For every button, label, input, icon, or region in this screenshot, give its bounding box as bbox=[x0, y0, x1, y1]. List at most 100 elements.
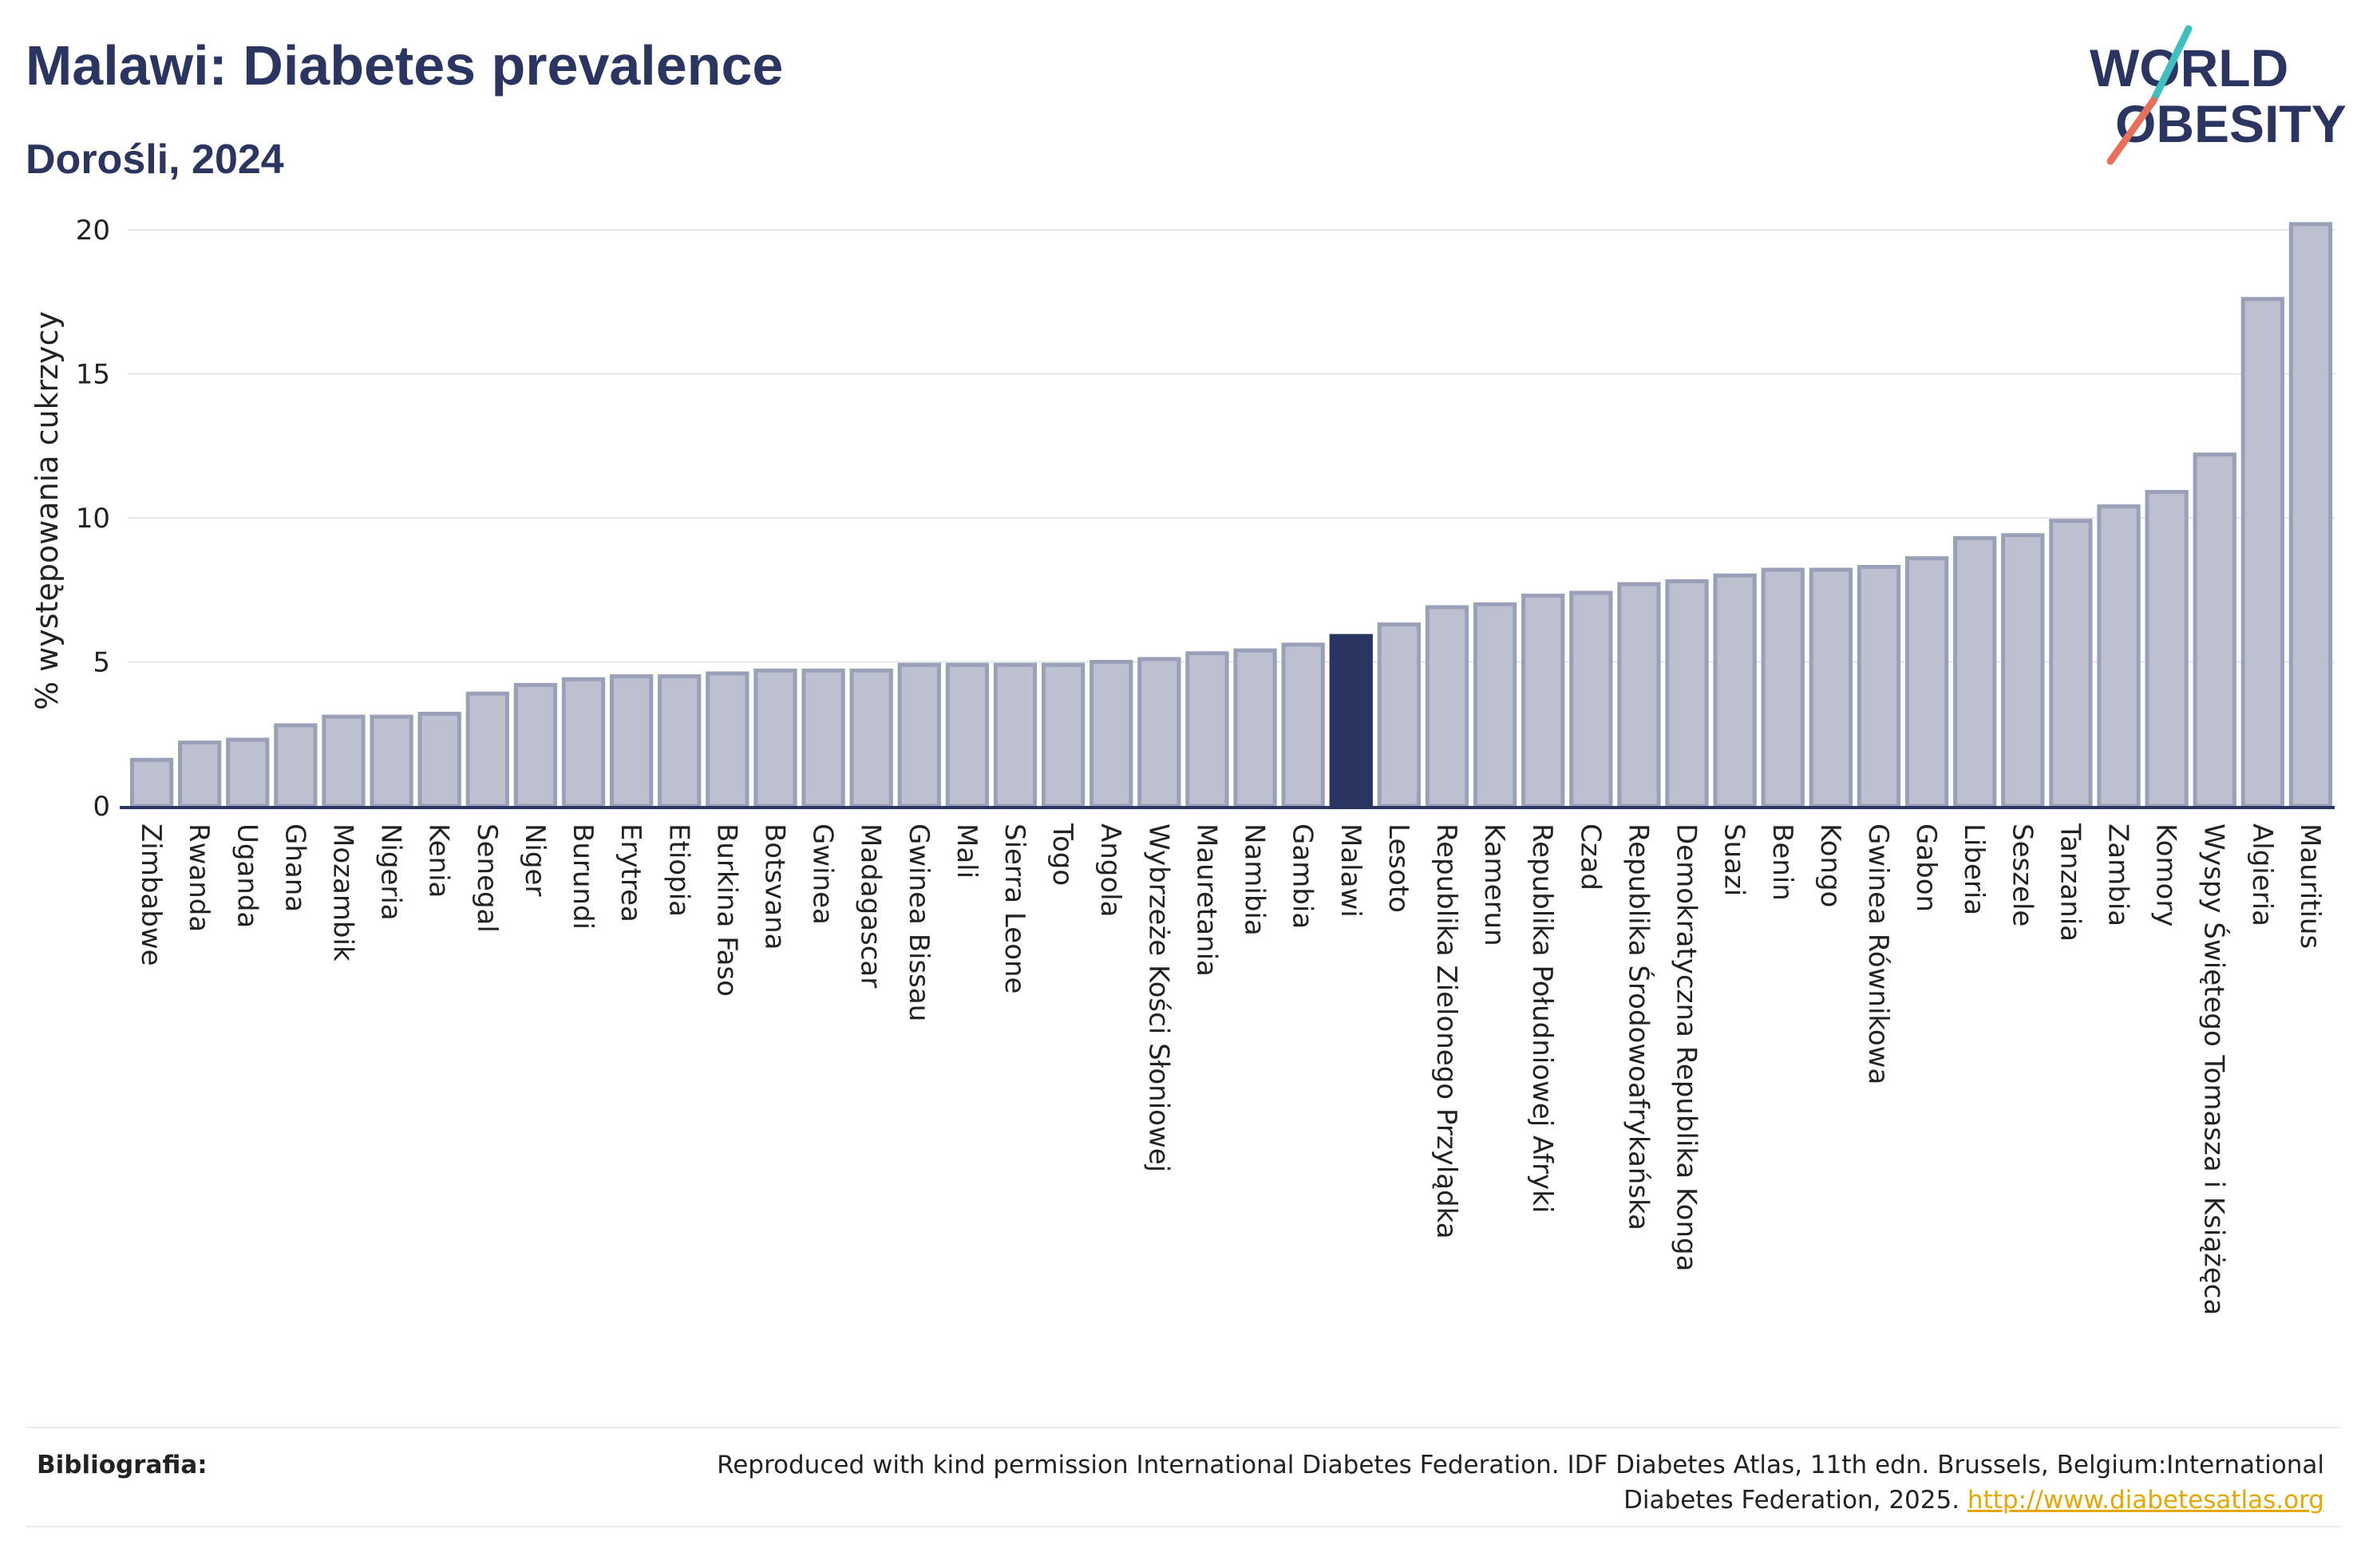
bar-4 bbox=[322, 714, 366, 808]
x-tick-label-42: Komory bbox=[2150, 823, 2182, 926]
y-tick-label-1: 5 bbox=[93, 647, 110, 679]
x-tick-label-9: Burundi bbox=[567, 823, 599, 930]
bar-30 bbox=[1569, 590, 1613, 808]
x-tick-label-12: Burkina Faso bbox=[710, 823, 742, 997]
logo-coral-slash bbox=[2106, 97, 2157, 165]
bar-29 bbox=[1521, 593, 1565, 808]
bar-10 bbox=[609, 674, 654, 808]
bar-13 bbox=[753, 668, 797, 808]
bar-9 bbox=[561, 677, 606, 808]
bar-44 bbox=[2240, 297, 2284, 808]
bar-11 bbox=[658, 674, 702, 808]
x-tick-label-23: Namibia bbox=[1239, 823, 1271, 936]
bar-12 bbox=[706, 671, 749, 808]
bar-15 bbox=[849, 668, 893, 808]
bar-38 bbox=[1953, 535, 1997, 808]
bar-26 bbox=[1377, 622, 1422, 808]
footer-divider-top bbox=[26, 1427, 2340, 1428]
bar-33 bbox=[1713, 573, 1757, 808]
bar-19 bbox=[1041, 662, 1086, 808]
x-tick-label-36: Gwinea Równikowa bbox=[1862, 823, 1894, 1084]
x-tick-label-45: Mauritius bbox=[2294, 823, 2326, 949]
x-tick-label-20: Angola bbox=[1094, 823, 1126, 917]
x-tick-label-8: Niger bbox=[519, 823, 551, 896]
bar-14 bbox=[801, 668, 845, 808]
bar-41 bbox=[2097, 504, 2141, 808]
x-tick-label-22: Mauretania bbox=[1190, 823, 1222, 977]
x-tick-label-2: Uganda bbox=[231, 823, 263, 928]
x-tick-label-18: Sierra Leone bbox=[999, 823, 1030, 993]
bar-5 bbox=[370, 714, 413, 808]
x-tick-label-28: Kamerun bbox=[1478, 823, 1510, 946]
x-tick-label-7: Senegal bbox=[471, 823, 503, 933]
bar-21 bbox=[1137, 657, 1181, 808]
x-tick-label-13: Botsvana bbox=[758, 823, 790, 950]
bar-37 bbox=[1904, 556, 1949, 808]
bar-43 bbox=[2193, 452, 2236, 808]
bar-17 bbox=[945, 662, 990, 808]
bar-22 bbox=[1185, 651, 1229, 808]
bar-1 bbox=[178, 741, 222, 808]
x-tick-label-4: Mozambik bbox=[326, 823, 358, 962]
bar-2 bbox=[226, 737, 270, 808]
x-tick-label-29: Republika Południowej Afryki bbox=[1526, 823, 1558, 1213]
x-tick-label-27: Republika Zielonego Przylądka bbox=[1430, 823, 1462, 1239]
x-tick-label-11: Etiopia bbox=[662, 823, 694, 917]
bar-23 bbox=[1233, 648, 1277, 808]
y-tick-label-3: 15 bbox=[76, 359, 110, 391]
bibliography-label: Bibliografia: bbox=[37, 1451, 208, 1479]
tick-labels: 0 5 10 15 20 Zimbabwe Rwanda Uganda Ghana Mozambi… bbox=[30, 215, 2326, 1315]
bibliography-line1: Reproduced with kind permission Internat… bbox=[717, 1451, 2324, 1479]
x-tick-label-33: Suazi bbox=[1718, 823, 1750, 896]
logo-teal-slash bbox=[2149, 25, 2193, 105]
bar-chart: 0 5 10 15 20 Zimbabwe Rwanda Uganda Ghana Mozambi… bbox=[30, 215, 2335, 1315]
bar-39 bbox=[2001, 533, 2045, 808]
bar-8 bbox=[513, 682, 558, 808]
x-tick-label-0: Zimbabwe bbox=[135, 823, 167, 966]
x-tick-label-40: Tanzania bbox=[2054, 823, 2086, 942]
x-tick-label-25: Malawi bbox=[1335, 823, 1366, 918]
bar-6 bbox=[417, 711, 461, 808]
x-tick-label-3: Ghana bbox=[279, 823, 310, 912]
x-tick-label-34: Benin bbox=[1766, 823, 1798, 901]
x-tick-label-41: Zambia bbox=[2102, 823, 2134, 926]
x-tick-label-14: Gwinea bbox=[807, 823, 839, 925]
x-tick-label-30: Czad bbox=[1574, 823, 1606, 891]
footer-divider-bottom bbox=[26, 1526, 2340, 1527]
x-tick-label-10: Erytrea bbox=[615, 823, 647, 922]
bibliography-line2: Diabetes Federation, 2025. bbox=[1623, 1486, 1960, 1515]
x-tick-label-37: Gabon bbox=[1910, 823, 1942, 912]
bar-42 bbox=[2145, 490, 2189, 808]
bar-24 bbox=[1281, 642, 1325, 808]
diabetes-atlas-link[interactable]: http://www.diabetesatlas.org bbox=[1967, 1486, 2324, 1515]
page-title: Malawi: Diabetes prevalence bbox=[26, 34, 784, 97]
world-obesity-logo: WORLD OBESITY bbox=[2090, 25, 2347, 165]
x-tick-label-19: Togo bbox=[1046, 823, 1078, 886]
y-tick-label-4: 20 bbox=[76, 215, 110, 247]
x-tick-label-1: Rwanda bbox=[183, 823, 215, 932]
x-tick-label-5: Nigeria bbox=[375, 823, 407, 921]
x-tick-label-17: Mali bbox=[951, 823, 983, 879]
bar-45 bbox=[2288, 222, 2333, 808]
x-tick-label-24: Gambia bbox=[1287, 823, 1319, 929]
bar-7 bbox=[465, 691, 509, 808]
bar-28 bbox=[1473, 602, 1517, 808]
bibliography-text: Reproduced with kind permission Internat… bbox=[608, 1448, 2324, 1518]
bar-34 bbox=[1761, 567, 1805, 808]
bar-16 bbox=[897, 662, 941, 808]
x-tick-label-39: Seszele bbox=[2006, 823, 2038, 926]
x-tick-label-16: Gwinea Bissau bbox=[903, 823, 935, 1021]
bars bbox=[129, 222, 2333, 808]
bar-25 bbox=[1329, 634, 1373, 808]
bar-36 bbox=[1857, 564, 1901, 808]
x-tick-label-6: Kenia bbox=[423, 823, 455, 898]
bar-31 bbox=[1617, 582, 1661, 808]
x-tick-label-21: Wybrzeże Kości Słoniowej bbox=[1142, 823, 1174, 1172]
x-tick-label-15: Madagascar bbox=[855, 823, 887, 988]
bar-0 bbox=[129, 757, 174, 808]
bar-18 bbox=[993, 662, 1038, 808]
x-tick-label-31: Republika Środowoafrykańska bbox=[1622, 823, 1655, 1230]
x-tick-label-43: Wyspy Świętego Tomasza i Książęca bbox=[2198, 823, 2231, 1315]
x-tick-label-35: Kongo bbox=[1814, 823, 1846, 907]
x-tick-label-44: Algieria bbox=[2246, 823, 2278, 926]
